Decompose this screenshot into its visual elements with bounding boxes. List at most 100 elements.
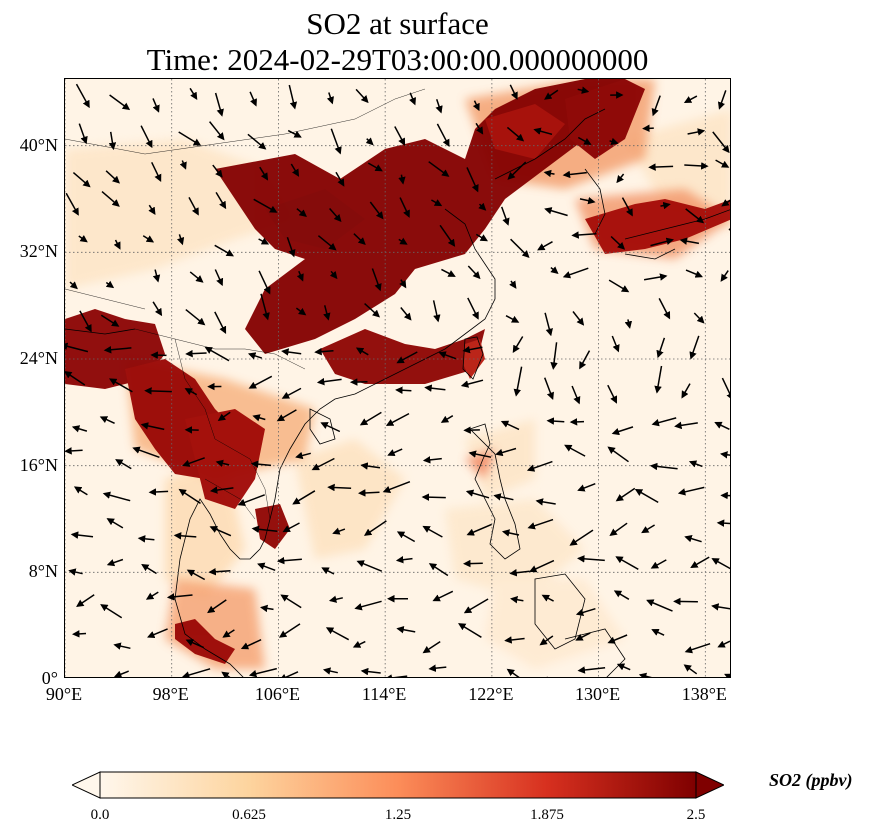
wind-arrow [535, 498, 556, 506]
wind-arrow [475, 122, 484, 135]
wind-arrow [546, 417, 565, 425]
wind-arrow [78, 234, 88, 243]
wind-arrow [65, 192, 79, 216]
wind-arrow [132, 446, 160, 459]
wind-arrow [436, 123, 450, 148]
wind-arrow [717, 640, 730, 648]
lat-tick-label: 24°N [19, 348, 58, 368]
wind-arrow [295, 451, 311, 460]
wind-arrow [185, 349, 207, 358]
wind-arrow [258, 270, 271, 295]
wind-arrow [714, 421, 730, 430]
wind-arrow [651, 628, 665, 636]
wind-arrow [398, 174, 406, 185]
wind-arrow [178, 131, 202, 146]
wind-arrow [395, 555, 413, 564]
wind-arrow [204, 346, 230, 362]
wind-arrow [463, 598, 489, 614]
wind-arrow [148, 488, 169, 496]
wind-arrow [495, 447, 517, 457]
map-canvas [65, 79, 730, 677]
wind-arrow [544, 312, 553, 337]
wind-arrow [147, 628, 168, 639]
wind-arrow [221, 671, 231, 677]
wind-arrow [607, 384, 618, 404]
wind-arrow [352, 640, 366, 648]
wind-arrow [252, 414, 266, 422]
colorbar-tick-label: 0.625 [232, 807, 266, 823]
wind-arrow [562, 267, 589, 279]
wind-arrow [188, 197, 199, 216]
wind-arrow [643, 273, 668, 281]
wind-arrow [99, 416, 115, 424]
wind-arrow [611, 335, 620, 353]
wind-arrow [73, 486, 88, 496]
wind-arrow [152, 98, 160, 113]
wind-arrow [441, 268, 456, 277]
wind-arrow [493, 493, 514, 501]
wind-arrow [141, 564, 157, 575]
wind-arrow [365, 137, 374, 146]
wind-arrow [529, 559, 555, 573]
wind-arrow [280, 594, 302, 609]
wind-arrow [214, 269, 224, 287]
wind-arrow [173, 532, 197, 540]
wind-arrow [684, 162, 709, 170]
map-time-subtitle: Time: 2024-02-29T03:00:00.000000000 [146, 42, 649, 77]
wind-arrow [475, 233, 488, 242]
lon-tick-label: 106°E [254, 684, 301, 704]
lon-tick-label: 138°E [681, 684, 727, 704]
wind-arrow [101, 191, 120, 207]
wind-arrow [550, 266, 559, 274]
wind-arrow [367, 162, 383, 172]
lat-tick-label: 0° [41, 668, 58, 688]
wind-arrow [281, 387, 302, 399]
wind-arrow [355, 88, 369, 104]
wind-arrow [335, 171, 345, 187]
wind-arrow [358, 489, 380, 497]
wind-arrow [258, 237, 270, 245]
wind-arrow [317, 235, 337, 251]
wind-arrow [105, 170, 121, 184]
wind-arrow [660, 201, 671, 210]
wind-arrow [424, 384, 446, 392]
wind-arrow [212, 164, 223, 178]
wind-arrow [432, 590, 454, 602]
map-title: SO2 at surface [306, 6, 489, 41]
wind-arrow [145, 591, 159, 600]
wind-arrow [360, 462, 381, 470]
wind-arrow [363, 520, 387, 536]
wind-arrow [439, 224, 456, 247]
wind-arrow [651, 95, 661, 117]
wind-arrow [260, 604, 274, 613]
wind-arrow [75, 83, 90, 109]
wind-arrow [247, 133, 267, 150]
wind-arrow [311, 457, 335, 471]
wind-arrow [546, 676, 548, 677]
wind-arrow [421, 493, 446, 501]
wind-arrow [260, 293, 270, 321]
wind-arrow [500, 420, 520, 431]
wind-arrow [458, 623, 482, 638]
colorbar [72, 771, 724, 799]
wind-arrow [359, 411, 382, 426]
wind-arrow [387, 448, 403, 457]
wind-arrow [463, 559, 483, 568]
wind-arrow [720, 451, 730, 459]
colorbar-label: SO2 (ppbv) [769, 770, 853, 790]
wind-arrow [140, 125, 153, 149]
wind-arrow [577, 136, 592, 145]
wind-arrow [214, 244, 235, 257]
wind-arrow [683, 95, 698, 104]
wind-arrow [189, 87, 198, 100]
wind-arrow [467, 297, 479, 320]
wind-arrow [681, 383, 691, 399]
wind-arrow [721, 377, 730, 401]
wind-arrow [711, 603, 730, 611]
wind-arrow [65, 371, 86, 386]
wind-arrow [579, 350, 591, 370]
wind-arrow [564, 444, 586, 457]
wind-arrow [106, 558, 124, 567]
wind-arrow [360, 667, 381, 676]
wind-arrow [715, 159, 730, 168]
